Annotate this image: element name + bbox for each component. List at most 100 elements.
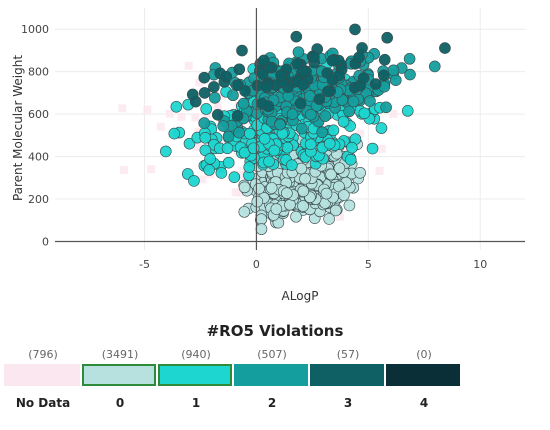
data-point bbox=[343, 199, 356, 212]
data-point bbox=[238, 206, 251, 218]
y-tick-label: 200 bbox=[28, 193, 49, 206]
data-point bbox=[333, 180, 345, 193]
data-point bbox=[251, 195, 264, 208]
data-point bbox=[253, 182, 265, 195]
data-point bbox=[233, 63, 246, 76]
data-point bbox=[291, 57, 304, 70]
data-point bbox=[305, 108, 317, 121]
data-point bbox=[231, 109, 244, 122]
data-point bbox=[294, 97, 307, 110]
legend-count: (796) bbox=[28, 348, 58, 361]
data-point bbox=[168, 127, 181, 140]
data-point bbox=[378, 53, 391, 66]
data-point bbox=[215, 167, 228, 179]
y-tick-label: 0 bbox=[42, 236, 49, 249]
data-point bbox=[198, 71, 211, 84]
legend-title: #RO5 Violations bbox=[206, 322, 344, 340]
data-point bbox=[236, 44, 248, 57]
data-point bbox=[322, 85, 334, 98]
data-point bbox=[263, 155, 275, 168]
data-point bbox=[357, 72, 370, 84]
data-point bbox=[208, 81, 220, 93]
data-point bbox=[286, 159, 298, 171]
legend-item[interactable]: (940) 1 bbox=[158, 346, 234, 416]
legend-item[interactable]: (3491) 0 bbox=[82, 346, 158, 416]
data-point bbox=[188, 175, 200, 187]
y-tick-label: 1000 bbox=[21, 23, 49, 36]
data-point bbox=[239, 85, 251, 97]
x-tick-label: 5 bbox=[365, 258, 372, 271]
x-tick-label: 0 bbox=[253, 258, 260, 271]
data-point bbox=[343, 105, 355, 118]
data-point bbox=[195, 78, 204, 87]
data-point bbox=[329, 204, 342, 217]
data-point bbox=[209, 92, 221, 104]
data-point bbox=[170, 100, 183, 113]
legend-count: (3491) bbox=[101, 348, 139, 361]
data-point bbox=[319, 110, 332, 122]
data-point bbox=[313, 93, 326, 105]
data-point bbox=[369, 78, 382, 90]
legend-item[interactable]: (57) 3 bbox=[310, 346, 386, 416]
data-point bbox=[198, 87, 211, 99]
data-point bbox=[238, 181, 251, 194]
legend-swatch[interactable] bbox=[310, 364, 384, 386]
legend-item[interactable]: (507) 2 bbox=[234, 346, 310, 416]
data-point bbox=[353, 51, 365, 64]
data-point bbox=[338, 189, 350, 201]
y-axis-title: Parent Molecular Weight bbox=[11, 55, 25, 201]
data-point bbox=[233, 126, 245, 139]
data-point bbox=[221, 142, 234, 155]
legend: (796) No Data (3491) 0 (940) 1 (507) 2 (57) 3 (0) 4 bbox=[4, 346, 464, 416]
data-point bbox=[200, 103, 213, 115]
data-point bbox=[256, 68, 269, 80]
legend-label: 2 bbox=[267, 396, 277, 410]
data-point bbox=[299, 172, 311, 185]
data-point bbox=[274, 118, 286, 131]
data-point bbox=[198, 175, 207, 184]
data-point bbox=[346, 141, 358, 154]
legend-item[interactable]: (796) No Data bbox=[4, 346, 82, 416]
data-point bbox=[281, 187, 293, 199]
data-point bbox=[244, 127, 256, 140]
data-point bbox=[323, 213, 335, 225]
data-point bbox=[403, 53, 416, 65]
data-point bbox=[183, 137, 196, 150]
data-point bbox=[344, 153, 357, 166]
data-point bbox=[213, 101, 222, 110]
data-point bbox=[297, 200, 309, 212]
legend-swatch[interactable] bbox=[234, 364, 308, 386]
data-point bbox=[284, 198, 296, 211]
data-point bbox=[147, 165, 156, 174]
data-point bbox=[211, 109, 224, 121]
data-point bbox=[358, 107, 371, 120]
legend-label: 3 bbox=[343, 396, 353, 410]
data-point bbox=[356, 129, 365, 138]
data-point bbox=[439, 42, 451, 54]
data-point bbox=[316, 126, 329, 139]
data-point bbox=[304, 138, 317, 151]
x-tick-label: -5 bbox=[139, 258, 150, 271]
data-point bbox=[247, 142, 260, 155]
legend-item[interactable]: (0) 4 bbox=[386, 346, 462, 416]
scatter-points bbox=[118, 23, 451, 235]
data-point bbox=[220, 70, 233, 83]
legend-label: 0 bbox=[115, 396, 125, 410]
data-point bbox=[377, 144, 386, 153]
data-point bbox=[260, 81, 273, 93]
y-tick-label: 600 bbox=[28, 108, 49, 121]
axes: -5 0 5 10 0 200 400 600 800 1000 bbox=[21, 8, 525, 271]
data-point bbox=[217, 120, 230, 132]
legend-swatch[interactable] bbox=[386, 364, 460, 386]
data-point bbox=[281, 141, 294, 154]
data-point bbox=[243, 161, 256, 173]
legend-swatch[interactable] bbox=[158, 364, 232, 386]
legend-swatch[interactable] bbox=[82, 364, 156, 386]
data-point bbox=[118, 104, 127, 113]
data-point bbox=[160, 145, 172, 158]
y-tick-label: 800 bbox=[28, 66, 49, 79]
data-point bbox=[428, 60, 441, 73]
data-point bbox=[375, 166, 384, 175]
legend-swatch[interactable] bbox=[4, 364, 80, 386]
data-point bbox=[275, 69, 287, 82]
